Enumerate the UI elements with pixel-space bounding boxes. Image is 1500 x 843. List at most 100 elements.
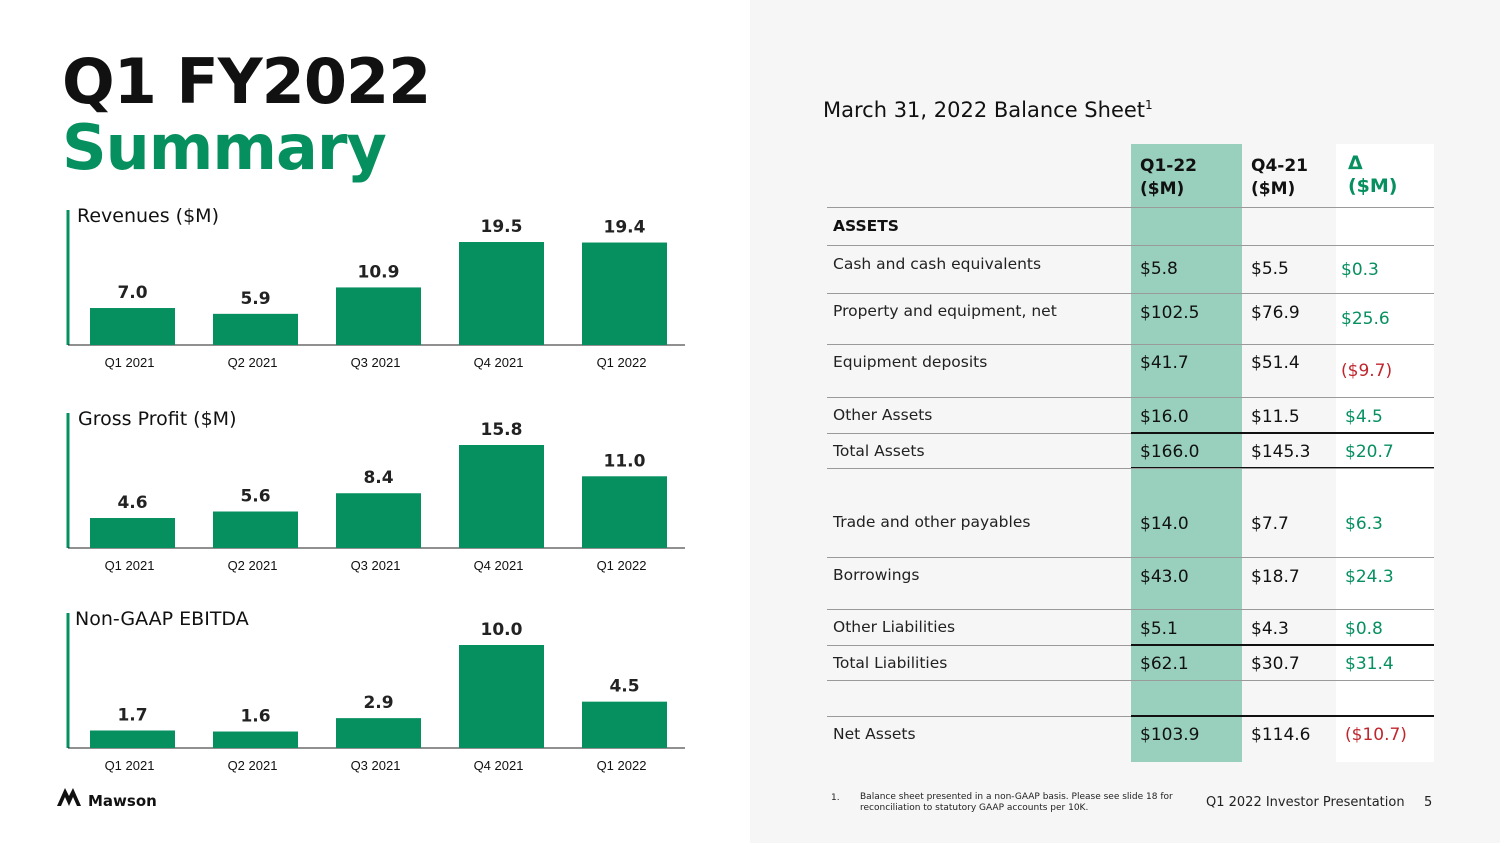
divider [827, 716, 1131, 717]
divider [827, 397, 1434, 398]
bar [90, 730, 175, 748]
category-label: Q4 2021 [474, 355, 524, 370]
delta-value: $25.6 [1341, 309, 1390, 329]
balance-sheet-row: Net Assets $103.9 $114.6 ($10.7) [827, 716, 1434, 762]
page-subtitle: Summary [62, 111, 387, 184]
balance-sheet-row: Trade and other payables $14.0 $7.7 $6.3 [827, 504, 1434, 557]
data-label: 19.5 [481, 217, 523, 237]
footnote-marker: 1 [1145, 98, 1153, 112]
bar [336, 718, 421, 748]
category-label: Q4 2021 [474, 558, 524, 573]
gross-profit-chart: Gross Profit ($M) 4.6 Q1 2021 5.6 Q2 2021 8.… [60, 403, 700, 583]
data-label: 7.0 [117, 283, 147, 303]
data-label: 11.0 [604, 451, 646, 471]
balance-sheet-row: Other Liabilities $5.1 $4.3 $0.8 [827, 609, 1434, 645]
balance-sheet-row: Equipment deposits $41.7 $51.4 ($9.7) [827, 344, 1434, 397]
footer-text: Q1 2022 Investor Presentation [1206, 795, 1405, 810]
q1-22-value: $62.1 [1140, 654, 1189, 674]
data-label: 10.0 [481, 620, 523, 640]
bar [90, 518, 175, 548]
bar [336, 493, 421, 548]
q1-22-value: $5.1 [1140, 619, 1178, 639]
category-label: Q4 2021 [474, 758, 524, 773]
ebitda-chart: Non-GAAP EBITDA 1.7 Q1 2021 1.6 Q2 2021 2.9 Q… [60, 603, 700, 783]
chart-title: Non-GAAP EBITDA [75, 608, 249, 630]
header-delta: Δ ($M) [1348, 152, 1398, 197]
divider [827, 557, 1434, 558]
row-label: Total Assets [833, 442, 925, 460]
row-label: Other Liabilities [833, 618, 956, 636]
divider [827, 680, 1434, 681]
row-label: Borrowings [833, 566, 920, 584]
delta-value: $4.5 [1345, 407, 1383, 427]
revenues-chart: Revenues ($M) 7.0 Q1 2021 5.9 Q2 2021 10.9 Q3… [60, 200, 700, 380]
data-label: 15.8 [481, 420, 523, 440]
delta-value: $24.3 [1345, 567, 1394, 587]
assets-heading: ASSETS [833, 217, 899, 235]
bar [213, 313, 298, 345]
q1-22-value: $41.7 [1140, 353, 1189, 373]
delta-value: $0.8 [1345, 619, 1383, 639]
delta-value: ($9.7) [1341, 361, 1393, 381]
data-label: 5.9 [240, 289, 270, 309]
bar [459, 645, 544, 748]
divider [827, 645, 1131, 646]
divider [827, 433, 1131, 434]
divider [827, 609, 1434, 610]
bar [213, 511, 298, 548]
divider [827, 468, 1434, 469]
data-label: 2.9 [363, 693, 393, 713]
footnote-number: 1. [831, 793, 840, 803]
q1-22-value: $166.0 [1140, 442, 1200, 462]
q4-21-value: $30.7 [1251, 654, 1300, 674]
delta-value: $31.4 [1345, 654, 1394, 674]
q4-21-value: $11.5 [1251, 407, 1300, 427]
q1-22-column-highlight [1131, 144, 1242, 762]
bar [582, 476, 667, 548]
data-label: 4.6 [117, 493, 147, 513]
row-label: Equipment deposits [833, 353, 988, 371]
delta-value: $20.7 [1345, 442, 1394, 462]
data-label: 8.4 [363, 468, 393, 488]
category-label: Q1 2022 [597, 758, 647, 773]
q4-21-value: $76.9 [1251, 303, 1300, 323]
row-label: Cash and cash equivalents [833, 255, 1042, 273]
q1-22-value: $16.0 [1140, 407, 1189, 427]
category-label: Q3 2021 [351, 758, 401, 773]
ebitda-chart-svg: 1.7 Q1 2021 1.6 Q2 2021 2.9 Q3 2021 10.0 Q4 202… [66, 613, 685, 773]
q4-21-value: $51.4 [1251, 353, 1300, 373]
delta-value: $0.3 [1341, 260, 1379, 280]
total-divider [1131, 432, 1434, 434]
bar [582, 242, 667, 345]
net-assets-divider [1131, 715, 1434, 717]
q4-21-value: $5.5 [1251, 259, 1289, 279]
divider [827, 293, 1434, 294]
category-label: Q1 2021 [105, 355, 155, 370]
data-label: 1.7 [117, 705, 147, 725]
q4-21-value: $4.3 [1251, 619, 1289, 639]
category-label: Q1 2022 [597, 558, 647, 573]
q4-21-value: $18.7 [1251, 567, 1300, 587]
row-label: Net Assets [833, 725, 916, 743]
mawson-logo-icon [57, 788, 81, 806]
bar [459, 445, 544, 548]
row-label: Total Liabilities [833, 654, 948, 672]
row-label: Trade and other payables [833, 513, 1031, 531]
bar [213, 731, 298, 748]
category-label: Q2 2021 [228, 355, 278, 370]
q4-21-value: $7.7 [1251, 514, 1289, 534]
balance-sheet-row: Total Assets $166.0 $145.3 $20.7 [827, 433, 1434, 468]
row-label: Other Assets [833, 406, 933, 424]
q4-21-value: $145.3 [1251, 442, 1311, 462]
revenues-chart-svg: 7.0 Q1 2021 5.9 Q2 2021 10.9 Q3 2021 19.5 Q4 20… [66, 210, 685, 370]
category-label: Q3 2021 [351, 355, 401, 370]
q1-22-value: $43.0 [1140, 567, 1189, 587]
data-label: 5.6 [240, 486, 270, 506]
q1-22-value: $102.5 [1140, 303, 1200, 323]
balance-sheet-row: Property and equipment, net $102.5 $76.9 $2… [827, 293, 1434, 344]
footnote: Balance sheet presented in a non-GAAP ba… [860, 792, 1173, 813]
delta-value: ($10.7) [1345, 725, 1407, 745]
balance-sheet-title-text: March 31, 2022 Balance Sheet [823, 98, 1146, 122]
category-label: Q2 2021 [228, 558, 278, 573]
balance-sheet-row: Borrowings $43.0 $18.7 $24.3 [827, 557, 1434, 609]
